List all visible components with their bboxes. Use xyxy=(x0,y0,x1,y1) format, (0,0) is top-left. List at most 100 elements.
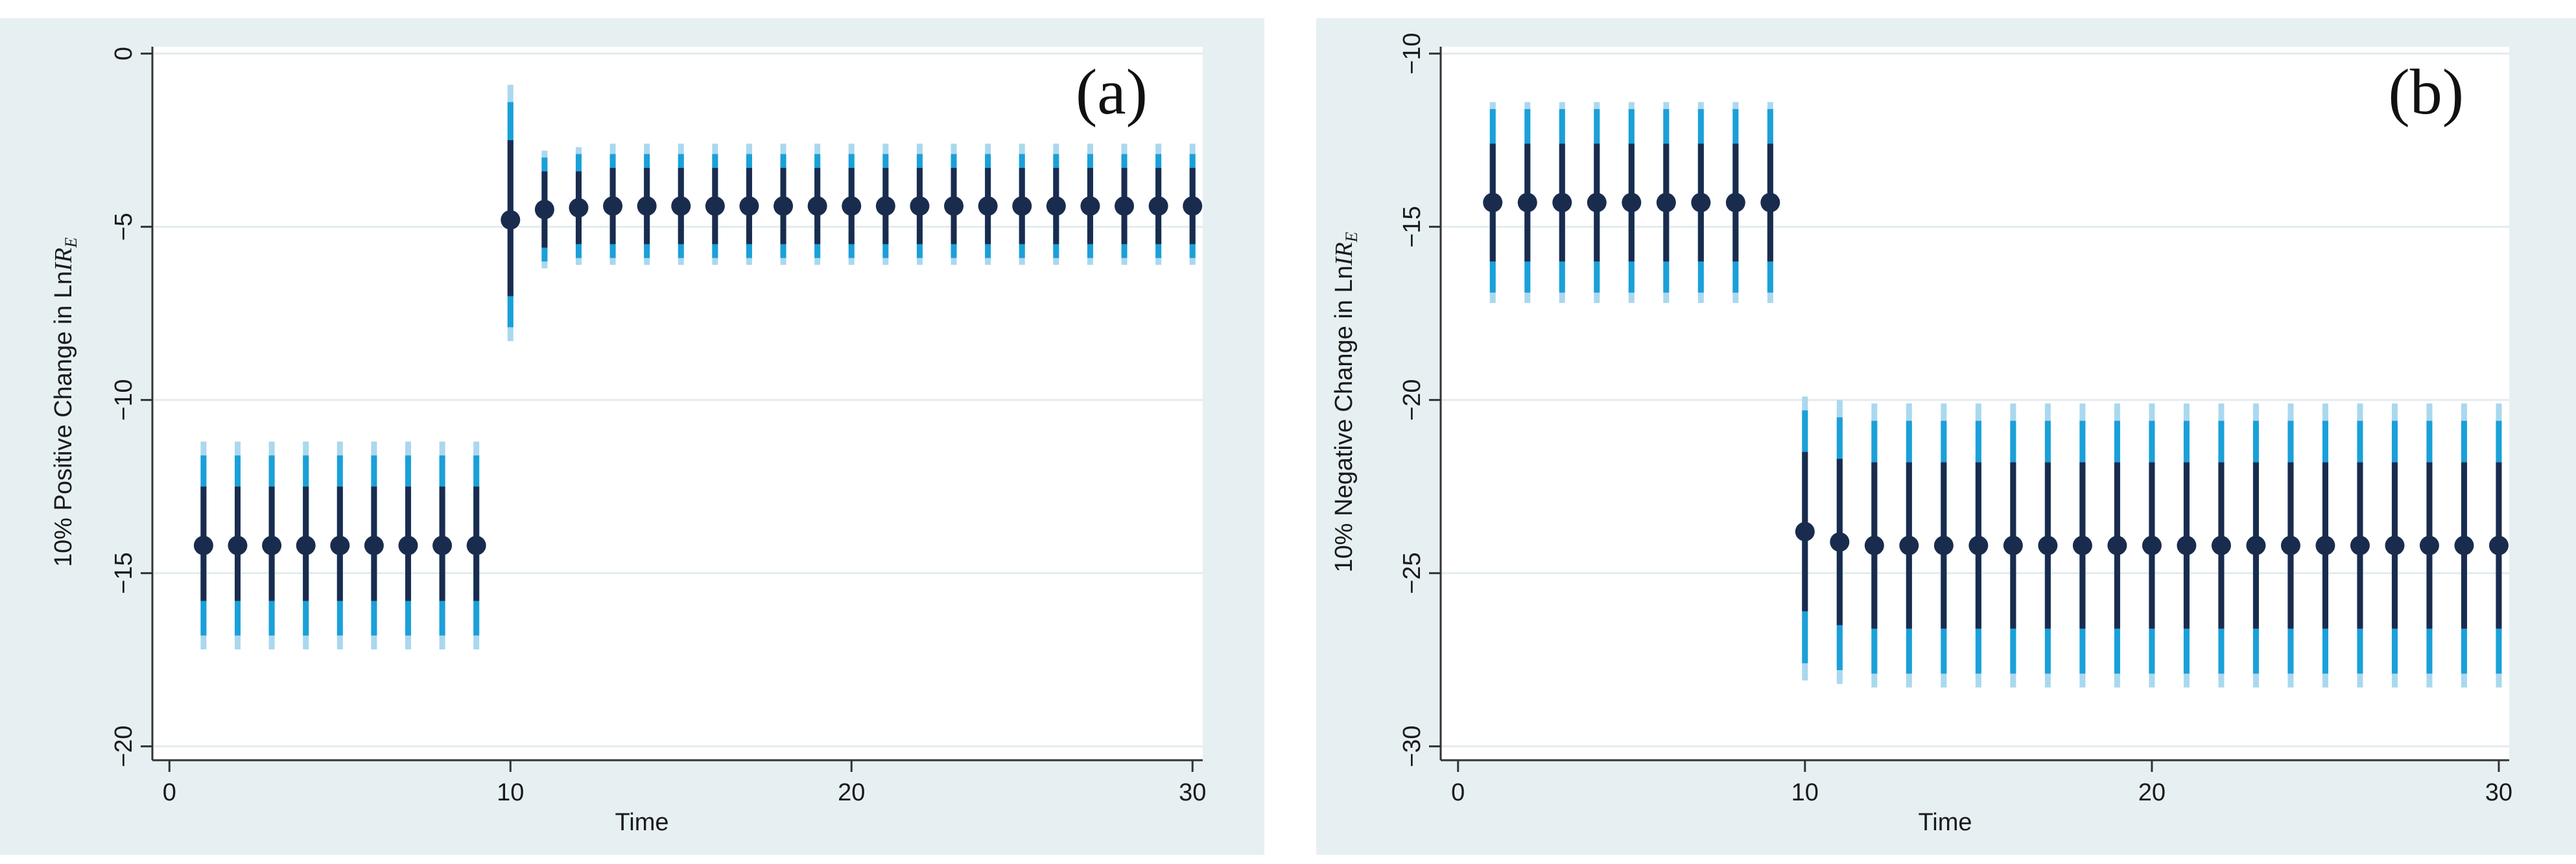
panel-a-point xyxy=(432,535,453,555)
panel-b-point xyxy=(2072,535,2092,555)
panel-b-point xyxy=(1795,522,1815,542)
panel-a-y-axis-title-sub: E xyxy=(62,237,80,248)
panel-b-point xyxy=(1933,535,1954,555)
panel-b-x-axis-title: Time xyxy=(1918,809,1972,836)
panel-b-point xyxy=(2488,535,2509,555)
panel-a-point xyxy=(705,196,725,216)
panel-b-point xyxy=(1760,193,1780,213)
panel-a-y-tick-label: 0 xyxy=(110,47,137,60)
panel-b-point xyxy=(2038,535,2058,555)
panel-b-y-tick-label: −15 xyxy=(1399,206,1426,247)
panel-a-point xyxy=(534,199,554,219)
panel-a-point xyxy=(569,198,589,218)
panel-b-point xyxy=(2315,535,2335,555)
panel-b-point xyxy=(1552,193,1572,213)
panel-a-gridlines xyxy=(152,53,1203,748)
panel-b-point xyxy=(2211,535,2231,555)
panel-a-point xyxy=(978,196,998,216)
panel-a-point xyxy=(910,196,930,216)
panel-a-point xyxy=(944,196,964,216)
panel-a-point xyxy=(1080,196,1100,216)
panel-a-x-ticks: 0 10 20 30 xyxy=(163,760,1206,806)
panel-b-plot-area xyxy=(1441,47,2509,760)
panel-b-point xyxy=(2280,535,2300,555)
panel-b-y-tick-label: −30 xyxy=(1399,725,1426,767)
panel-a-x-tick-label: 30 xyxy=(1179,779,1206,806)
panel-a-point xyxy=(501,210,521,230)
panel-a-point xyxy=(364,535,384,555)
panel-b-point xyxy=(2454,535,2474,555)
panel-a: 0 −5 −10 −15 −20 0 10 20 30 (a) Time 10% Positi… xyxy=(0,18,1264,855)
panel-a-x-tick-label: 0 xyxy=(163,779,176,806)
panel-b-x-tick-label: 30 xyxy=(2485,779,2512,806)
panel-a-y-axis-title-var: IR xyxy=(50,248,77,272)
panel-b-point xyxy=(1691,193,1711,213)
panel-b-y-ticks: −10 −15 −20 −25 −30 xyxy=(1399,32,1441,767)
panel-b-y-axis-title-var: IR xyxy=(1330,242,1358,266)
panel-b-point xyxy=(1968,535,1989,555)
panel-a-y-tick-label: −15 xyxy=(110,552,137,594)
panel-b-label: (b) xyxy=(2388,56,2464,128)
panel-a-y-ticks: 0 −5 −10 −15 −20 xyxy=(110,47,152,767)
panel-a-point xyxy=(1012,196,1032,216)
panel-b: −10 −15 −20 −25 −30 0 10 20 30 (b) Time 10% Neg… xyxy=(1316,18,2576,855)
panel-b-y-axis-title-prefix: 10% Negative Change in Ln xyxy=(1330,265,1358,572)
panel-a-point xyxy=(1115,196,1135,216)
panel-b-point xyxy=(1864,535,1884,555)
panel-a-point xyxy=(671,196,691,216)
panel-b-y-axis-title-sub: E xyxy=(1342,232,1361,243)
panel-b-point xyxy=(1517,193,1537,213)
panel-b-point xyxy=(2419,535,2439,555)
panel-a-point xyxy=(1148,196,1168,216)
panel-a-marks xyxy=(193,84,1203,650)
panel-a-point xyxy=(466,535,486,555)
panel-b-marks xyxy=(1483,102,2509,688)
panel-b-point xyxy=(2350,535,2370,555)
panel-b-point xyxy=(1622,193,1642,213)
panel-a-point xyxy=(807,196,827,216)
panel-a-point xyxy=(262,535,282,555)
panel-b-point xyxy=(2003,535,2023,555)
panel-a-plot-area xyxy=(152,47,1203,760)
panel-a-point xyxy=(1183,196,1203,216)
panel-b-y-tick-label: −10 xyxy=(1399,32,1426,74)
panel-a-x-tick-label: 20 xyxy=(838,779,865,806)
panel-a-x-axis-title: Time xyxy=(615,809,668,836)
panel-b-point xyxy=(2107,535,2127,555)
panel-b-x-tick-label: 20 xyxy=(2138,779,2166,806)
panel-a-point xyxy=(774,196,794,216)
panel-b-point xyxy=(2177,535,2197,555)
panel-a-x-tick-label: 10 xyxy=(497,779,524,806)
panel-a-point xyxy=(193,535,213,555)
panel-a-point xyxy=(228,535,248,555)
panel-b-point xyxy=(1587,193,1607,213)
panel-b-x-ticks: 0 10 20 30 xyxy=(1451,760,2512,806)
panel-b-y-tick-label: −25 xyxy=(1399,552,1426,594)
panel-a-point xyxy=(637,196,657,216)
panel-b-point xyxy=(2246,535,2266,555)
panel-b-point xyxy=(1656,193,1676,213)
panel-a-point xyxy=(842,196,862,216)
panel-a-point xyxy=(875,196,895,216)
panel-b-x-tick-label: 10 xyxy=(1791,779,1819,806)
panel-b-point xyxy=(2385,535,2405,555)
panel-b-point xyxy=(1483,193,1503,213)
panel-b-point xyxy=(2142,535,2162,555)
panel-a-point xyxy=(1046,196,1066,216)
panel-a-point xyxy=(296,535,316,555)
panel-a-y-tick-label: −5 xyxy=(110,213,137,241)
panel-b-x-tick-label: 0 xyxy=(1451,779,1465,806)
panel-a-y-axis-title-prefix: 10% Positive Change in Ln xyxy=(50,271,77,567)
panel-a-point xyxy=(603,196,623,216)
panel-a-y-tick-label: −10 xyxy=(110,379,137,420)
panel-b-point xyxy=(1830,532,1850,552)
panel-a-point xyxy=(330,535,350,555)
panel-b-y-tick-label: −20 xyxy=(1399,379,1426,420)
panel-b-point xyxy=(1899,535,1919,555)
panel-a-y-axis-title: 10% Positive Change in LnIRE xyxy=(50,237,80,567)
panel-a-y-tick-label: −20 xyxy=(110,725,137,767)
panel-b-point xyxy=(1725,193,1745,213)
panel-a-point xyxy=(398,535,418,555)
